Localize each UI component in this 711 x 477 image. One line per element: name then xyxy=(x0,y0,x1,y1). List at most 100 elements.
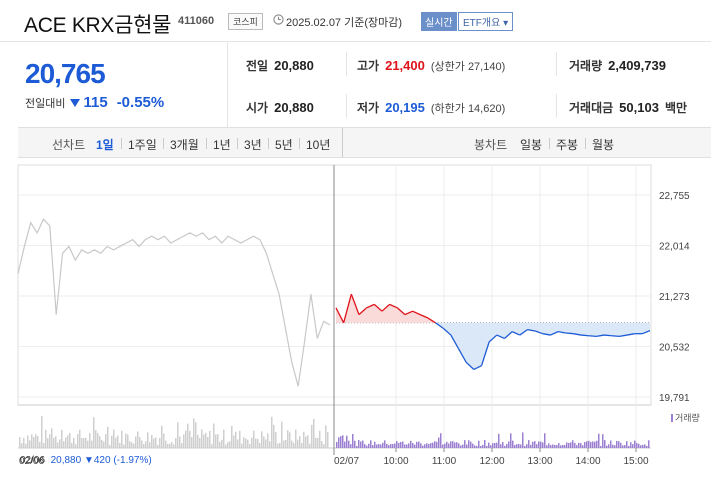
volume-legend-swatch xyxy=(671,414,673,422)
volume-bar-prev xyxy=(77,434,79,448)
prev-close-value: 20,880 xyxy=(274,58,314,73)
volume-bar-prev xyxy=(165,440,167,448)
line-chart-label: 선차트 xyxy=(52,138,86,152)
volume-bar-prev xyxy=(261,431,263,448)
period-toolbar: 선차트 1일 1주일 3개월 1년 3년 5년 10년 봉차트 일봉 주봉 월봉 xyxy=(18,127,711,158)
volume-bar-today xyxy=(634,440,636,448)
volume-bar-today xyxy=(376,444,378,448)
candle-daily[interactable]: 일봉 xyxy=(520,138,543,152)
volume-bar-prev xyxy=(265,439,267,448)
volume-bar-today xyxy=(434,441,436,448)
period-3y[interactable]: 3년 xyxy=(244,138,262,152)
realtime-button[interactable]: 실시간 xyxy=(421,12,457,31)
market-badge: 코스피 xyxy=(228,13,263,30)
volume-bar-today xyxy=(602,434,604,448)
volume-bar-prev xyxy=(159,437,161,448)
period-1y[interactable]: 1년 xyxy=(213,138,231,152)
volume-bar-today xyxy=(548,443,550,448)
volume-bar-prev xyxy=(187,423,189,448)
volume-bar-prev xyxy=(319,430,321,448)
volume-bar-today xyxy=(600,445,602,448)
volume-bar-today xyxy=(618,441,620,448)
today-line-segment xyxy=(427,317,436,324)
open-value: 20,880 xyxy=(274,100,314,115)
etf-overview-button[interactable]: ETF개요 ▾ xyxy=(458,12,514,31)
volume-bar-prev xyxy=(117,435,119,448)
volume-bar-today xyxy=(544,433,546,448)
volume-bar-today xyxy=(598,433,600,448)
intraday-price-chart[interactable]: 22,755 22,014 21,273 20,532 19,791 02/06 02/07… xyxy=(0,158,711,477)
prev-day-summary: 02/06 20,880 ▼420 (-1.97%) xyxy=(20,455,152,466)
volume-bar-today xyxy=(370,440,372,448)
today-line-segment xyxy=(496,334,505,340)
volume-bar-prev xyxy=(327,431,329,448)
volume-bar-prev xyxy=(201,429,203,448)
prev-close-label: 전일 xyxy=(246,59,269,73)
period-3m[interactable]: 3개월 xyxy=(170,138,199,152)
volume-bar-today xyxy=(374,441,376,448)
today-line-segment xyxy=(389,303,398,309)
candle-monthly[interactable]: 월봉 xyxy=(592,138,615,152)
volume-bar-prev xyxy=(193,418,195,448)
candle-weekly[interactable]: 주봉 xyxy=(556,138,579,152)
volume-bar-prev xyxy=(109,444,111,448)
today-line-segment xyxy=(343,293,352,323)
volume-bar-prev xyxy=(27,435,29,448)
volume-bar-today xyxy=(390,444,392,448)
open-cell: 시가 20,880 xyxy=(246,99,314,116)
volume-bar-today xyxy=(402,441,404,448)
volume-bar-today xyxy=(484,440,486,448)
volume-bar-prev xyxy=(127,434,129,448)
volume-bar-today xyxy=(556,444,558,448)
volume-bar-today xyxy=(446,441,448,448)
volume-bar-today xyxy=(462,444,464,448)
volume-bar-prev xyxy=(129,441,131,448)
volume-bar-prev xyxy=(213,423,215,448)
x-tick-label: 11:00 xyxy=(432,456,457,467)
today-line-segment xyxy=(350,293,360,315)
period-1w[interactable]: 1주일 xyxy=(128,138,157,152)
volume-bar-today xyxy=(608,444,610,448)
volume-bar-today xyxy=(500,444,502,448)
volume-bar-prev xyxy=(91,440,93,448)
volume-bar-prev xyxy=(155,437,157,448)
volume-bar-prev xyxy=(95,430,97,448)
volume-bar-prev xyxy=(181,443,183,448)
volume-bar-today xyxy=(366,445,368,448)
volume-bar-today xyxy=(564,445,566,448)
down-arrow-icon xyxy=(70,98,81,107)
volume-bar-today xyxy=(632,444,634,448)
volume-bar-today xyxy=(480,445,482,448)
volume-bar-today xyxy=(504,445,506,448)
period-1d[interactable]: 1일 xyxy=(96,138,114,152)
volume-bar-today xyxy=(530,444,532,448)
lower-limit: (하한가 14,620) xyxy=(430,103,506,115)
volume-bar-today xyxy=(520,444,522,448)
clock-icon xyxy=(273,14,284,25)
volume-bar-prev xyxy=(245,438,247,448)
volume-bar-today xyxy=(466,444,468,448)
volume-bar-prev xyxy=(111,435,113,448)
volume-bar-today xyxy=(352,433,354,448)
volume-bar-prev xyxy=(207,436,209,448)
volume-bar-today xyxy=(346,435,348,448)
volume-bar-prev xyxy=(291,440,293,448)
divider xyxy=(585,138,586,149)
today-line-segment xyxy=(550,331,559,336)
volume-bar-today xyxy=(626,441,628,448)
volume-bar-today xyxy=(414,444,416,448)
today-line-segment xyxy=(465,361,475,370)
volume-bar-today xyxy=(628,445,630,448)
volume-bar-prev xyxy=(249,444,251,448)
volume-bar-today xyxy=(432,442,434,448)
volume-bar-prev xyxy=(297,439,299,448)
volume-bar-prev xyxy=(47,438,49,448)
volume-bar-today xyxy=(492,443,494,448)
amount-label: 거래대금 xyxy=(569,101,614,115)
volume-bar-prev xyxy=(247,439,249,448)
period-10y[interactable]: 10년 xyxy=(306,138,331,152)
today-line-segment xyxy=(480,341,490,366)
volume-bar-today xyxy=(580,443,582,448)
volume-bar-today xyxy=(458,443,460,448)
period-5y[interactable]: 5년 xyxy=(275,138,293,152)
